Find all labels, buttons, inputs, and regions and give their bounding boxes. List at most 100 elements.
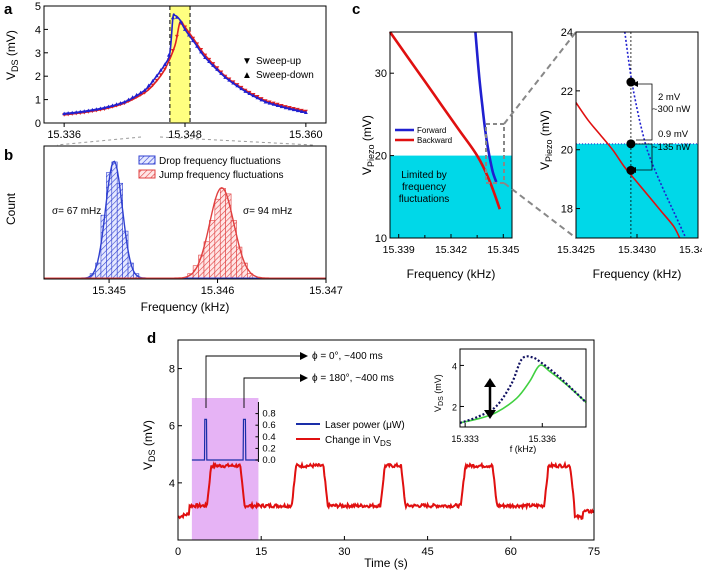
panel-c-right: 15.3425 15.3430 15.3435 18 20 22 24 VPiezo (mV… <box>538 27 702 281</box>
plot-frame <box>43 5 327 124</box>
legend-swatch-drop <box>138 155 156 165</box>
data-marker <box>299 109 304 114</box>
x-tick-label: 60 <box>505 546 517 558</box>
power-tick-label: 0.4 <box>262 432 275 443</box>
histogram-bar <box>106 172 113 280</box>
data-marker <box>279 104 284 109</box>
callout-line-1 <box>205 355 300 408</box>
data-marker <box>239 86 244 91</box>
panel-b: b 15.345 15.346 15.347 Count Frequency (kH… <box>4 145 343 314</box>
panel-d: d 0.00.20.40.60.8 0 15 30 45 60 75 4 6 8 VDS (mV… <box>141 330 600 570</box>
legend: Forward Backward <box>395 126 452 145</box>
data-marker <box>162 67 167 72</box>
data-marker <box>110 103 115 107</box>
y-tick-label: 10 <box>375 233 387 245</box>
data-marker <box>106 104 111 109</box>
plot-frame <box>177 339 595 541</box>
legend-laser: Laser power (μW) <box>325 420 405 431</box>
legend-backward: Backward <box>417 136 452 145</box>
data-marker <box>138 90 143 95</box>
panel-label-c: c <box>352 1 360 18</box>
x-tick-label: 15.345 <box>92 285 126 297</box>
inset-arrow-down <box>484 410 496 419</box>
data-marker <box>259 97 264 102</box>
histogram-bar <box>116 182 123 280</box>
data-marker <box>195 44 200 48</box>
legend-swatch-jump <box>138 169 156 179</box>
highlight-band <box>191 398 259 540</box>
data-marker <box>191 38 196 43</box>
legend: Laser power (μW) Change in VDS <box>296 420 405 448</box>
legend-forward: Forward <box>417 126 446 135</box>
shade-label-3: fluctuations <box>399 194 450 205</box>
laser-power-trace: 0.00.20.40.60.8 <box>191 402 276 466</box>
panel-c-left: c 15.339 15.342 15.345 10 20 30 VPiezo (mV) F… <box>352 1 577 281</box>
histogram-bar <box>214 198 221 280</box>
plot-frame <box>575 31 699 239</box>
data-marker <box>74 110 79 114</box>
data-marker <box>154 73 159 78</box>
zoom-connector-bottom <box>503 182 577 239</box>
y-axis-label: VDS (mV) <box>141 420 157 470</box>
axis-ticks: 0 15 30 45 60 75 4 6 8 <box>169 364 600 558</box>
x-tick-label: 15.3435 <box>679 244 702 256</box>
data-marker <box>187 31 192 35</box>
data-marker <box>187 33 192 37</box>
data-marker <box>114 102 119 106</box>
x-tick-label: 15.339 <box>383 244 415 256</box>
arrowhead-2mv <box>632 81 638 87</box>
data-marker <box>170 48 175 53</box>
x-tick-label: 15.336 <box>529 434 557 444</box>
data-marker <box>275 103 280 107</box>
data-marker <box>227 78 232 82</box>
x-axis-label: Frequency (kHz) <box>593 267 682 281</box>
callouts: ϕ = 0°, ~400 ms ϕ = 180°, ~400 ms <box>205 351 394 408</box>
inset-ticks: 15.333 15.336 2 4 <box>451 361 556 444</box>
data-marker <box>291 107 296 112</box>
inset-frame <box>459 348 587 428</box>
data-marker <box>90 107 95 112</box>
data-marker <box>203 55 208 59</box>
gaussian-fits <box>44 160 326 279</box>
callout-arrow-2 <box>300 374 308 382</box>
bracket-2mv <box>632 83 653 141</box>
legend-marker-down: ▲ <box>242 70 252 81</box>
zoom-line-right <box>159 136 314 146</box>
histogram-bar <box>209 220 216 280</box>
y-tick-label: 20 <box>561 145 573 157</box>
data-marker <box>102 105 107 110</box>
data-marker <box>303 110 308 114</box>
x-tick-label: 45 <box>421 546 433 558</box>
x-tick-label: 15.360 <box>289 129 323 141</box>
data-marker <box>215 67 220 71</box>
callout-phase-180: ϕ = 180°, ~400 ms <box>312 373 394 384</box>
data-marker <box>66 111 71 115</box>
annotation-arrows <box>630 81 653 173</box>
shade-label-2: frequency <box>402 182 446 193</box>
callout-arrow-1 <box>300 352 308 360</box>
data-marker <box>263 99 268 104</box>
shaded-region <box>576 143 698 238</box>
series-line-backward <box>575 102 681 239</box>
plot-series <box>177 460 595 521</box>
x-tick-label: 75 <box>588 546 600 558</box>
data-marker <box>271 102 276 106</box>
y-axis-label: VPiezo (mV) <box>360 115 376 175</box>
data-marker <box>146 83 151 88</box>
data-marker <box>267 101 272 105</box>
data-marker <box>174 34 179 39</box>
data-marker <box>162 62 167 66</box>
callout-line-2 <box>243 377 300 408</box>
power-tick-label: 0.6 <box>262 420 275 431</box>
panel-label-b: b <box>4 147 13 164</box>
data-marker <box>98 106 103 110</box>
data-marker <box>207 59 212 63</box>
x-tick-label: 15 <box>255 546 267 558</box>
y-tick-label: 2 <box>452 402 457 412</box>
data-marker <box>219 71 224 75</box>
legend-sweep-up: Sweep-up <box>256 56 301 67</box>
x-tick-label: 15.348 <box>168 129 202 141</box>
data-marker <box>295 108 300 113</box>
data-marker <box>255 95 260 100</box>
